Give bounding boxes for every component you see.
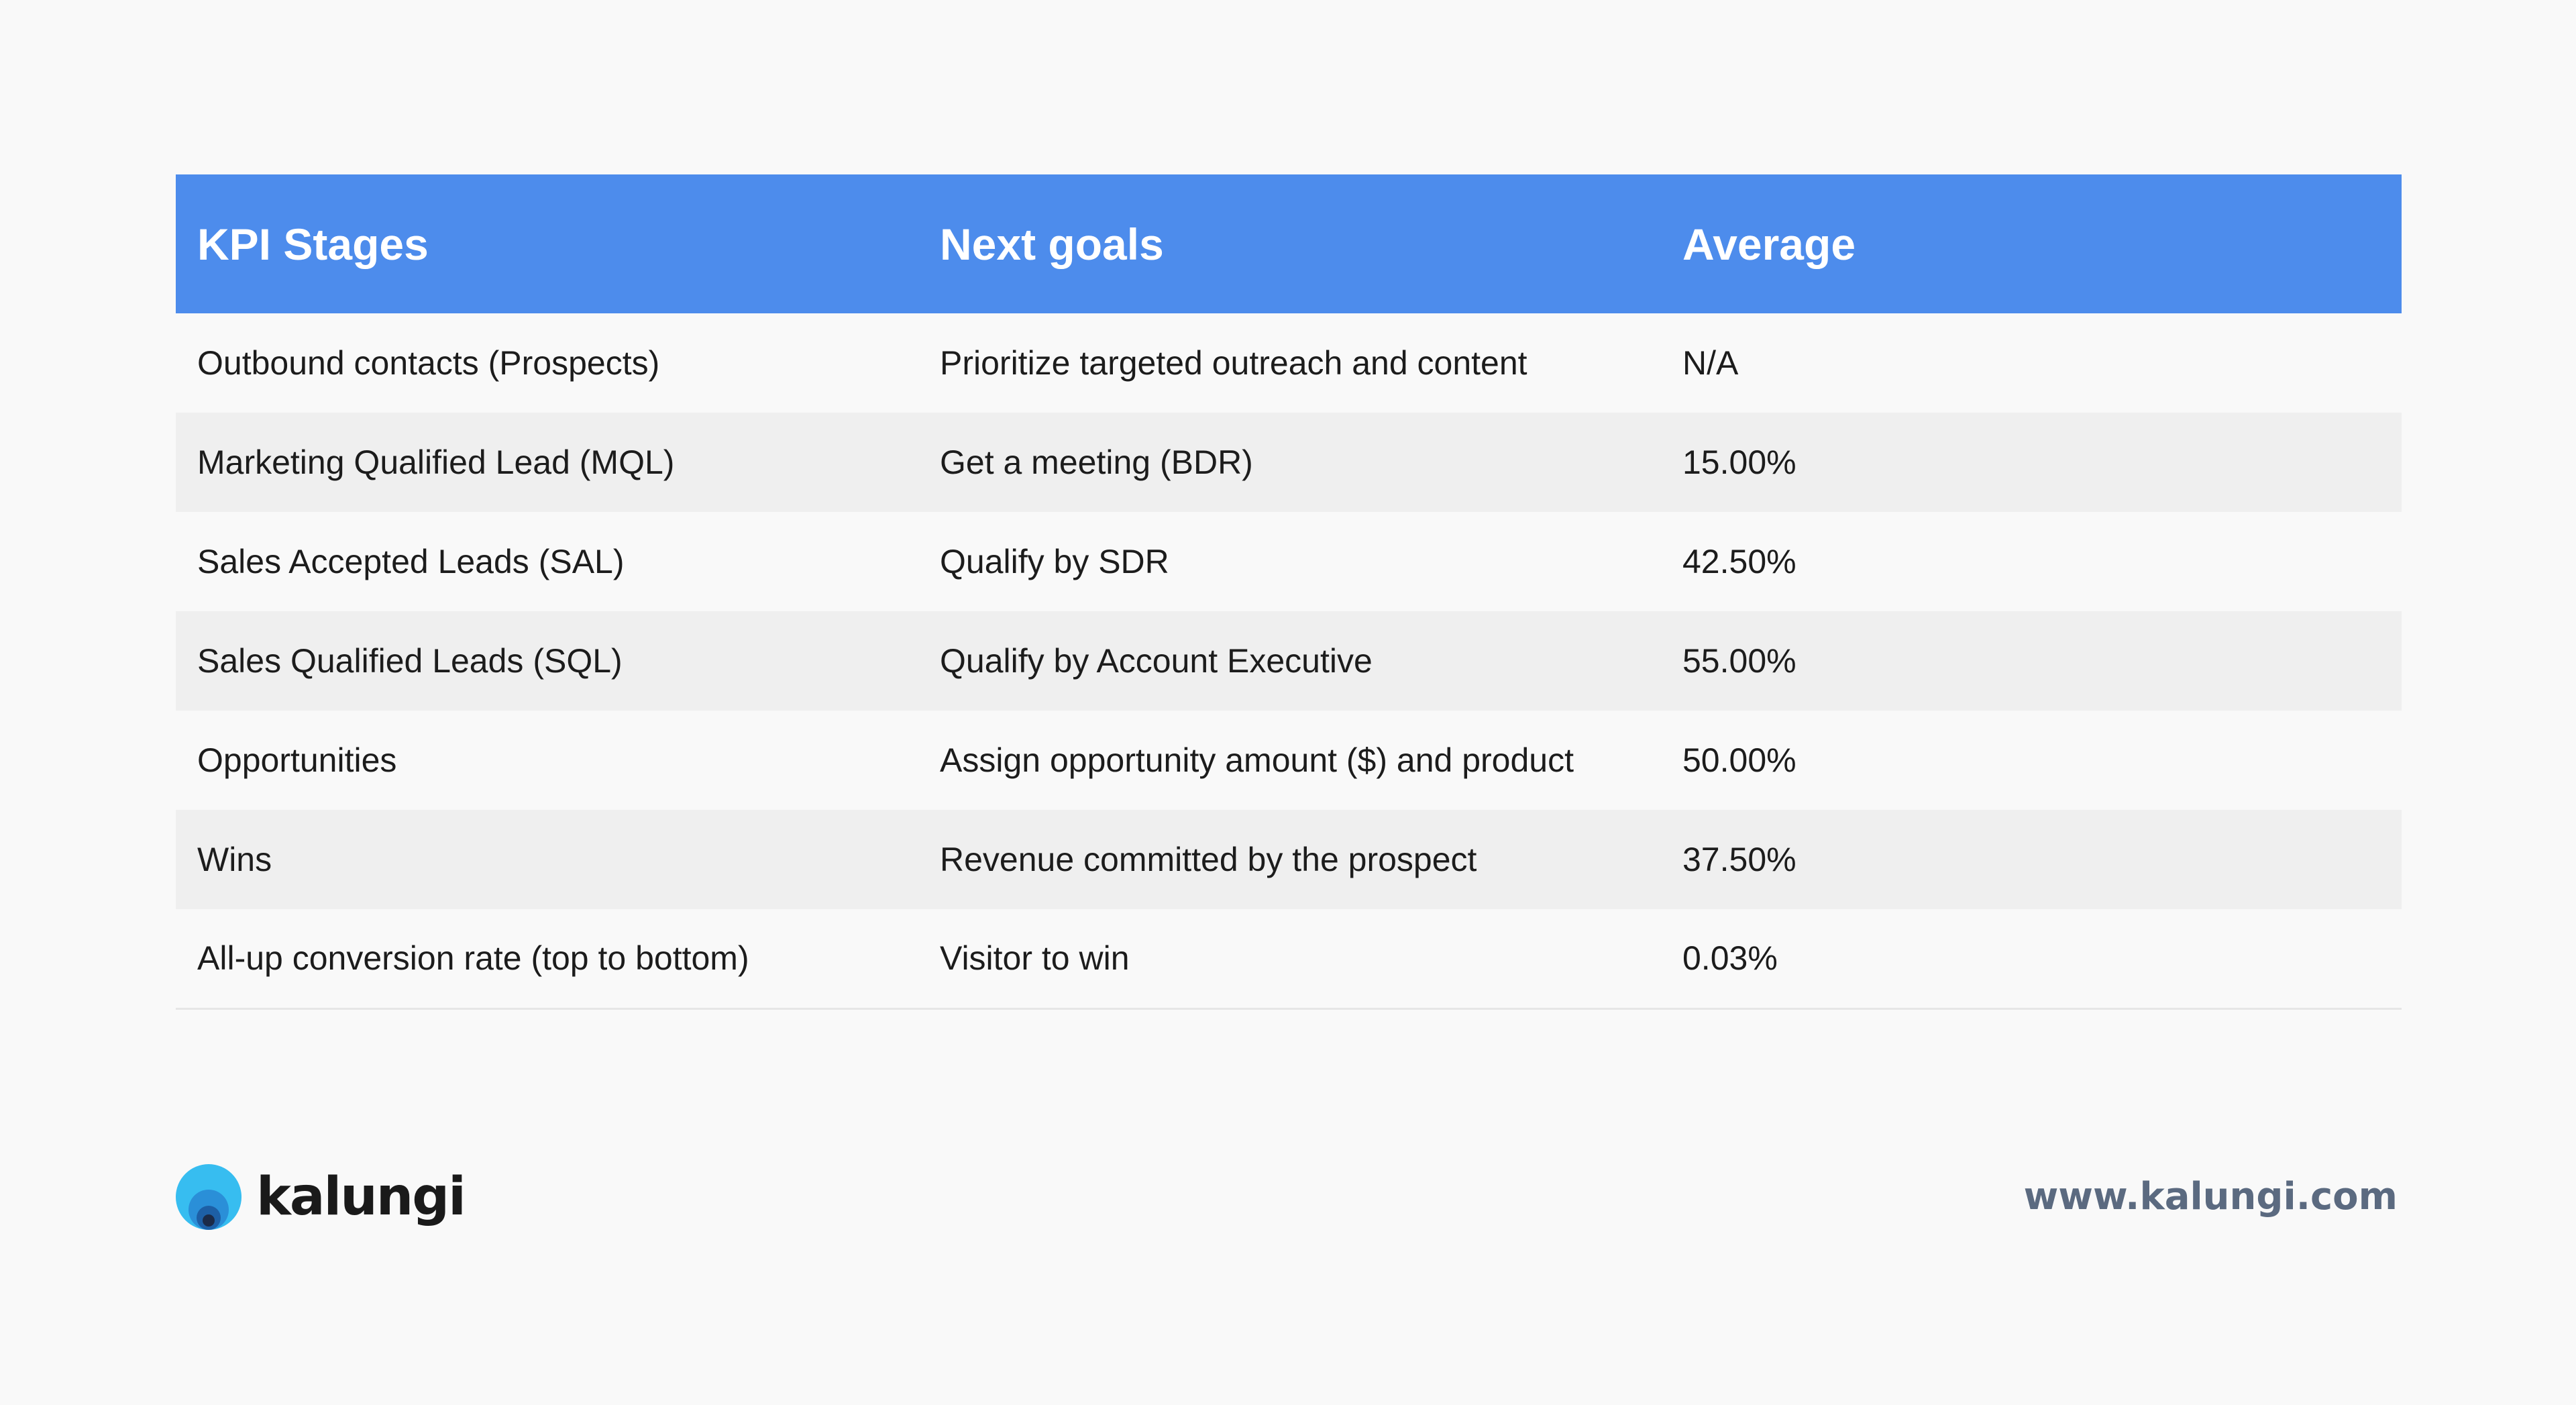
average-cell: 50.00% bbox=[1682, 741, 1796, 779]
kpi-stage-cell: Sales Qualified Leads (SQL) bbox=[197, 642, 623, 680]
average-cell: 37.50% bbox=[1682, 841, 1796, 878]
kpi-table: KPI Stages Next goals Average Outbound c… bbox=[176, 174, 2402, 1010]
table-row: All-up conversion rate (top to bottom) V… bbox=[176, 909, 2402, 1008]
average-cell: 0.03% bbox=[1682, 939, 1778, 978]
average-cell: 42.50% bbox=[1682, 543, 1796, 580]
next-goal-cell: Revenue committed by the prospect bbox=[940, 841, 1477, 878]
header-average: Average bbox=[1682, 219, 1856, 269]
table-row: Wins Revenue committed by the prospect 3… bbox=[176, 810, 2402, 909]
brand-logo: kalungi bbox=[176, 1163, 466, 1231]
table-header: KPI Stages Next goals Average bbox=[176, 174, 2402, 313]
next-goal-cell: Qualify by Account Executive bbox=[940, 642, 1373, 680]
header-next-goals: Next goals bbox=[940, 219, 1164, 269]
table-row: Sales Accepted Leads (SAL) Qualify by SD… bbox=[176, 512, 2402, 611]
kalungi-logo-icon bbox=[176, 1164, 241, 1230]
average-cell: N/A bbox=[1682, 344, 1739, 382]
table-row: Sales Qualified Leads (SQL) Qualify by A… bbox=[176, 611, 2402, 711]
kpi-stage-cell: Opportunities bbox=[197, 741, 397, 779]
header-row: KPI Stages Next goals Average bbox=[176, 174, 2402, 313]
table-row: Opportunities Assign opportunity amount … bbox=[176, 711, 2402, 810]
next-goal-cell: Assign opportunity amount ($) and produc… bbox=[940, 741, 1574, 779]
kpi-stage-cell: Marketing Qualified Lead (MQL) bbox=[197, 444, 675, 481]
brand-name: kalungi bbox=[256, 1167, 466, 1227]
next-goal-cell: Get a meeting (BDR) bbox=[940, 444, 1253, 481]
table-body: Outbound contacts (Prospects) Prioritize… bbox=[176, 313, 2402, 1008]
table-row: Outbound contacts (Prospects) Prioritize… bbox=[176, 313, 2402, 413]
next-goal-cell: Qualify by SDR bbox=[940, 543, 1169, 580]
kpi-stage-cell: All-up conversion rate (top to bottom) bbox=[197, 939, 749, 978]
average-cell: 55.00% bbox=[1682, 642, 1796, 680]
kpi-stage-cell: Outbound contacts (Prospects) bbox=[197, 344, 660, 382]
next-goal-cell: Visitor to win bbox=[940, 939, 1130, 978]
website-url: www.kalungi.com bbox=[2023, 1175, 2398, 1218]
table-row: Marketing Qualified Lead (MQL) Get a mee… bbox=[176, 413, 2402, 512]
next-goal-cell: Prioritize targeted outreach and content bbox=[940, 344, 1527, 382]
kpi-stage-cell: Wins bbox=[197, 841, 272, 878]
average-cell: 15.00% bbox=[1682, 444, 1796, 481]
header-kpi-stages: KPI Stages bbox=[197, 219, 429, 269]
kpi-stage-cell: Sales Accepted Leads (SAL) bbox=[197, 543, 625, 580]
